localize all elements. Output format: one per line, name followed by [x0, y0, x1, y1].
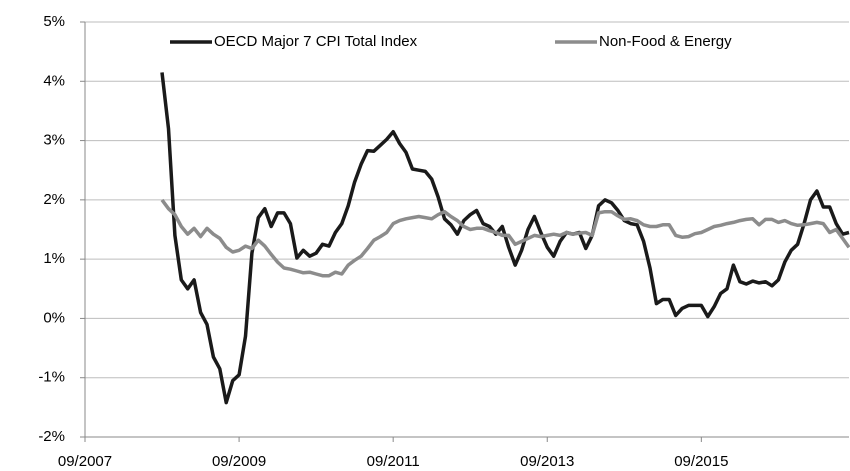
x-tick-label: 09/2015 [674, 453, 728, 470]
x-tick-label: 09/2011 [367, 453, 420, 470]
y-tick-label: 5% [43, 13, 65, 30]
y-tick-label: 0% [43, 309, 65, 326]
x-tick-label: 09/2007 [58, 453, 112, 470]
legend-label: OECD Major 7 CPI Total Index [214, 33, 418, 50]
y-tick-label: 2% [43, 191, 65, 208]
y-tick-label: 4% [43, 72, 65, 89]
line-series [160, 198, 850, 278]
legend-label: Non-Food & Energy [599, 33, 732, 50]
line-series [160, 72, 850, 405]
y-tick-label: 1% [43, 250, 65, 267]
y-tick-label: 3% [43, 132, 65, 149]
x-tick-label: 09/2013 [520, 453, 574, 470]
x-tick-label: 09/2009 [212, 453, 266, 470]
y-tick-label: -1% [38, 369, 65, 386]
y-tick-label: -2% [38, 428, 65, 445]
